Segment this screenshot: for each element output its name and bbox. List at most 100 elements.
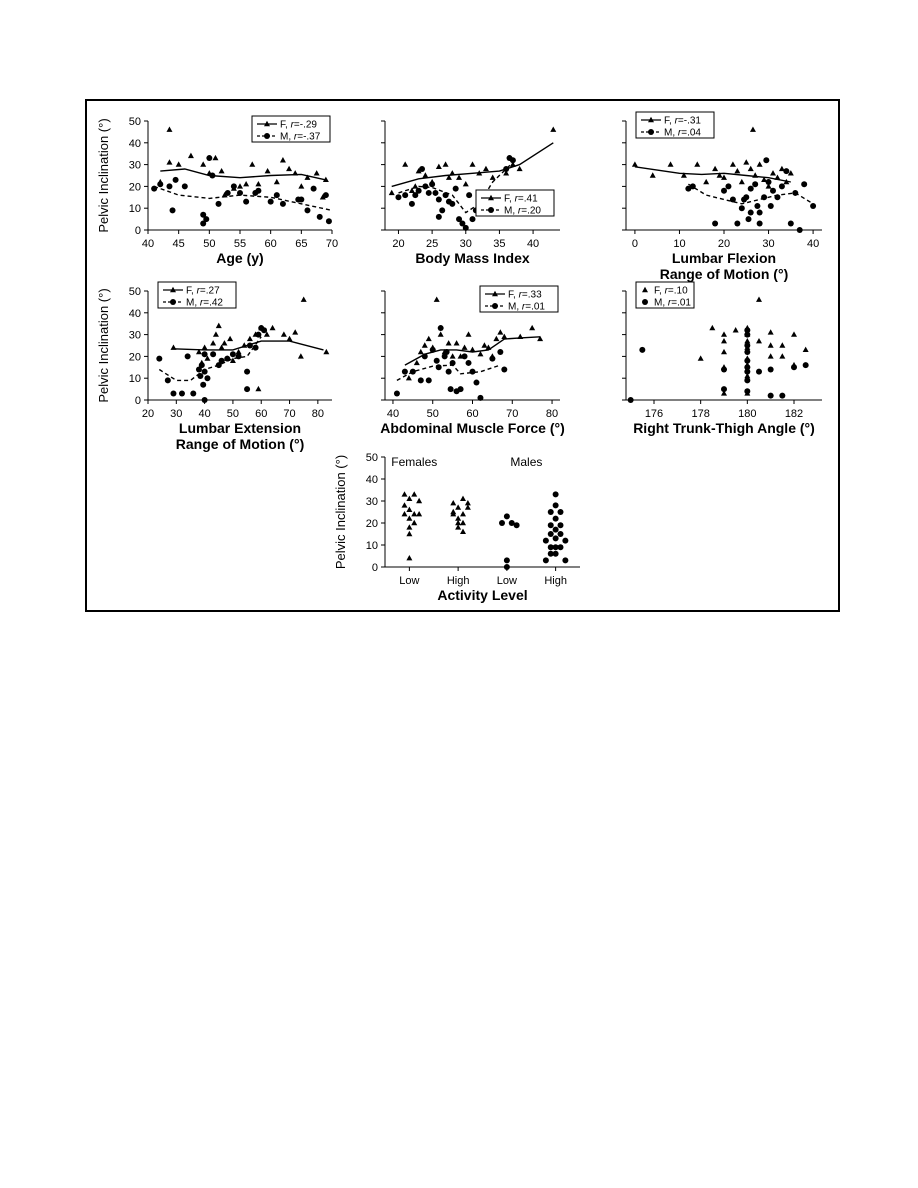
series-F — [631, 126, 794, 189]
legend-label: M, r=.01 — [508, 302, 545, 313]
circle-marker — [417, 377, 424, 384]
triangle-marker — [449, 170, 456, 176]
x-tick-label: 30 — [460, 238, 472, 250]
circle-marker — [801, 181, 808, 188]
circle-marker — [244, 386, 251, 393]
circle-marker — [415, 187, 422, 194]
circle-marker — [151, 185, 158, 192]
circle-marker — [791, 364, 797, 371]
triangle-marker — [767, 353, 774, 359]
triangle-marker — [485, 344, 492, 350]
circle-marker — [201, 397, 208, 403]
triangle-marker — [227, 335, 234, 342]
triangle-marker — [442, 161, 449, 167]
triangle-marker — [477, 351, 484, 357]
y-tick-label: 10 — [129, 203, 141, 215]
circle-marker — [761, 194, 768, 201]
circle-marker — [802, 362, 809, 369]
circle-marker — [422, 183, 429, 190]
circle-marker — [744, 357, 751, 364]
triangle-marker — [767, 329, 774, 335]
triangle-marker — [408, 187, 415, 193]
circle-marker — [689, 183, 696, 190]
triangle-marker — [756, 337, 762, 344]
x-tick-label: 10 — [673, 238, 685, 250]
fit-line-M — [398, 161, 514, 214]
triangle-marker — [761, 176, 768, 183]
x-tick-label: 65 — [295, 238, 307, 250]
triangle-marker — [437, 331, 444, 337]
triangle-marker — [721, 174, 727, 180]
circle-marker — [237, 189, 243, 196]
circle-marker — [178, 390, 185, 397]
x-tick-label: 40 — [527, 238, 539, 250]
x-tick-label: 40 — [198, 408, 210, 420]
circle-marker — [184, 353, 191, 360]
legend: F, r=-.29M, r=-.37 — [251, 115, 331, 143]
triangle-marker — [411, 519, 418, 526]
circle-marker — [190, 390, 197, 397]
triangle-marker — [201, 344, 208, 350]
triangle-marker — [221, 340, 228, 346]
circle-marker — [721, 386, 727, 393]
triangle-marker — [195, 348, 202, 355]
triangle-marker — [744, 337, 751, 344]
triangle-marker — [462, 181, 469, 187]
triangle-marker — [516, 165, 523, 172]
triangle-marker — [435, 163, 442, 169]
legend: F, r=.41M, r=.20 — [475, 189, 555, 217]
triangle-marker — [417, 348, 424, 355]
triangle-marker — [752, 172, 759, 178]
circle-marker — [435, 213, 442, 220]
legend: F, r=-.31M, r=.04 — [635, 111, 715, 139]
circle-marker — [787, 220, 794, 227]
circle-marker — [547, 544, 554, 551]
triangle-marker — [703, 178, 710, 185]
x-axis-title-line2: Range of Motion (°) — [176, 436, 304, 452]
series-Males — [499, 491, 569, 570]
triangle-marker — [237, 183, 243, 189]
triangle-marker — [756, 296, 762, 302]
x-tick-label: 30 — [762, 238, 774, 250]
triangle-marker — [255, 385, 262, 392]
triangle-marker — [481, 342, 488, 348]
triangle-marker — [406, 530, 413, 537]
x-tick-label: High — [544, 575, 567, 587]
circle-marker — [756, 209, 763, 216]
circle-marker — [452, 185, 459, 192]
triangle-marker — [721, 390, 727, 396]
series-F — [697, 296, 809, 396]
circle-marker — [747, 185, 754, 192]
triangle-marker — [642, 286, 648, 293]
triangle-marker — [732, 327, 739, 333]
circle-marker — [200, 381, 207, 388]
x-axis-title-line2: Range of Motion (°) — [660, 266, 788, 282]
circle-marker — [435, 364, 442, 371]
circle-marker — [170, 299, 176, 305]
triangle-marker — [212, 154, 219, 161]
legend-label: F, r=.33 — [508, 290, 542, 301]
y-tick-label: 50 — [366, 452, 378, 464]
triangle-marker — [263, 331, 270, 337]
triangle-marker — [464, 500, 471, 506]
circle-marker — [198, 362, 205, 369]
triangle-marker — [210, 340, 217, 346]
legend: F, r=.10M, r=.01 — [635, 281, 695, 309]
x-tick-label: 60 — [265, 238, 277, 250]
triangle-marker — [406, 515, 413, 521]
circle-marker — [469, 216, 476, 223]
x-tick-label: 60 — [466, 408, 478, 420]
fit-line-F — [391, 142, 554, 188]
circle-marker — [244, 368, 251, 375]
triangle-marker — [246, 335, 253, 342]
triangle-marker — [322, 176, 329, 183]
y-tick-label: 20 — [129, 181, 141, 193]
circle-marker — [169, 207, 176, 214]
circle-marker — [304, 207, 311, 214]
circle-marker — [209, 172, 216, 179]
circle-marker — [210, 351, 217, 358]
triangle-marker — [411, 511, 418, 517]
circle-marker — [255, 187, 262, 194]
x-tick-label: 40 — [387, 408, 399, 420]
